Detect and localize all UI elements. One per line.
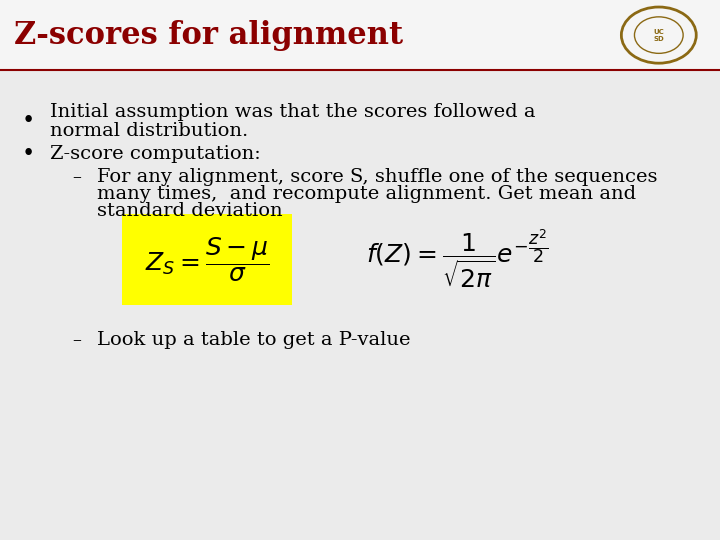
Text: Z-score computation:: Z-score computation:: [50, 145, 261, 163]
Text: –: –: [72, 168, 81, 186]
FancyBboxPatch shape: [0, 0, 720, 70]
Text: Look up a table to get a P-value: Look up a table to get a P-value: [97, 331, 410, 349]
Text: UC
SD: UC SD: [654, 29, 664, 42]
Text: Initial assumption was that the scores followed a: Initial assumption was that the scores f…: [50, 103, 536, 122]
Text: For any alignment, score S, shuffle one of the sequences: For any alignment, score S, shuffle one …: [97, 168, 657, 186]
Text: normal distribution.: normal distribution.: [50, 122, 248, 140]
Text: $Z_S = \dfrac{S-\mu}{\sigma}$: $Z_S = \dfrac{S-\mu}{\sigma}$: [145, 235, 270, 284]
Text: •: •: [22, 111, 35, 132]
FancyBboxPatch shape: [122, 214, 292, 305]
Text: $f(Z) = \dfrac{1}{\sqrt{2\pi}}e^{-\dfrac{z^2}{2}}$: $f(Z) = \dfrac{1}{\sqrt{2\pi}}e^{-\dfrac…: [366, 228, 549, 291]
Text: •: •: [22, 143, 35, 165]
Text: –: –: [72, 331, 81, 349]
Text: many times,  and recompute alignment. Get mean and: many times, and recompute alignment. Get…: [97, 185, 636, 203]
Text: Z-scores for alignment: Z-scores for alignment: [14, 19, 403, 51]
Text: standard deviation: standard deviation: [97, 201, 283, 220]
